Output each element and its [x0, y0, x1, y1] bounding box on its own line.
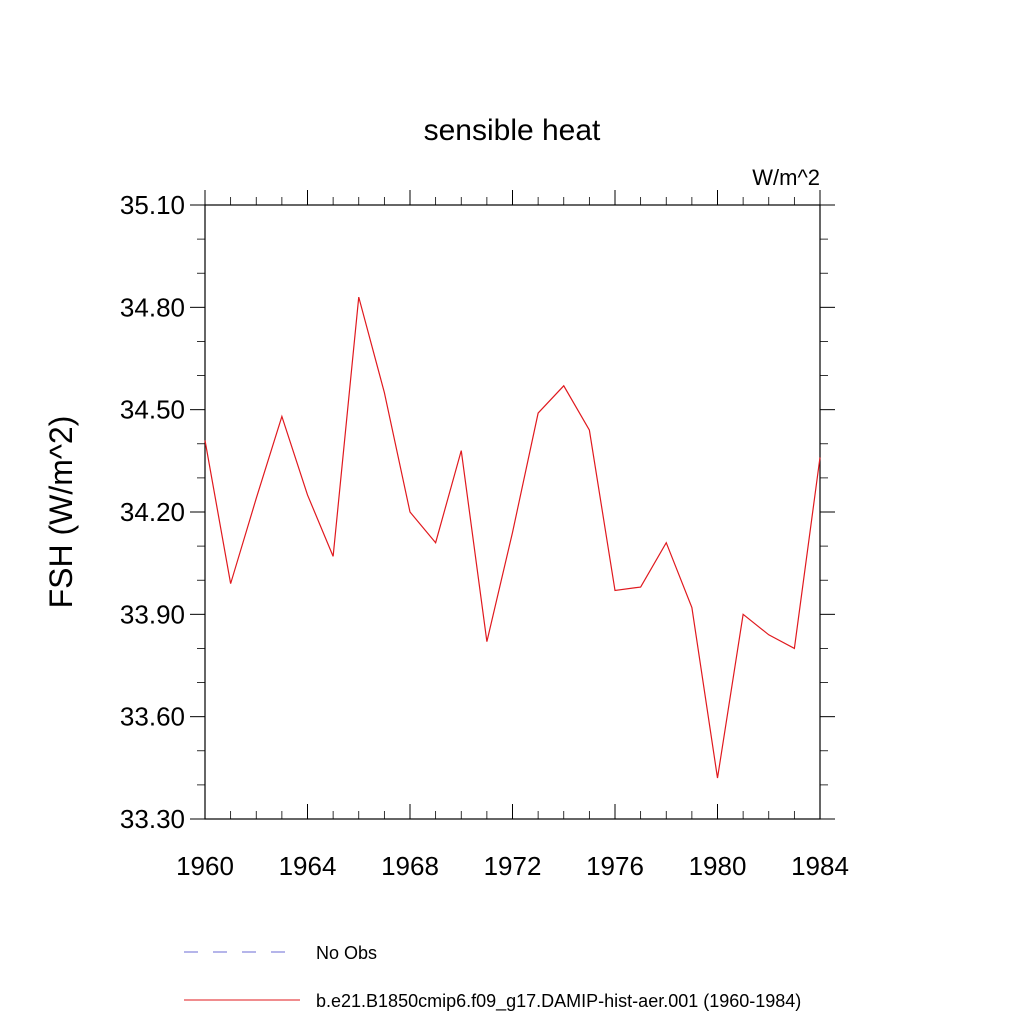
- y-tick-label: 33.30: [120, 804, 185, 834]
- y-tick-label: 34.20: [120, 497, 185, 527]
- y-tick-label: 34.50: [120, 395, 185, 425]
- y-tick-label: 33.90: [120, 599, 185, 629]
- y-tick-label: 33.60: [120, 702, 185, 732]
- series-layer: [204, 296, 821, 779]
- y-tick-label: 35.10: [120, 190, 185, 220]
- axis-tick-labels: 1960 1964 1968 1972 1976 1980 1984 33.30 33.60 33…: [120, 190, 849, 881]
- plot-frame: [204, 204, 821, 820]
- y-tick-label: 34.80: [120, 292, 185, 322]
- x-tick-label: 1968: [381, 851, 439, 881]
- legend-label: b.e21.B1850cmip6.f09_g17.DAMIP-hist-aer.…: [316, 991, 801, 1012]
- axis-ticks: [190, 190, 835, 820]
- legend: No Obs b.e21.B1850cmip6.f09_g17.DAMIP-his…: [184, 943, 801, 1012]
- x-tick-label: 1972: [484, 851, 542, 881]
- x-tick-label: 1984: [791, 851, 849, 881]
- legend-label: No Obs: [316, 943, 377, 963]
- x-tick-label: 1960: [176, 851, 234, 881]
- chart-title: sensible heat: [424, 114, 601, 147]
- x-tick-label: 1980: [689, 851, 747, 881]
- series-line-0: [204, 296, 821, 779]
- x-tick-label: 1976: [586, 851, 644, 881]
- x-tick-label: 1964: [279, 851, 337, 881]
- units-label: W/m^2: [752, 165, 820, 190]
- y-axis-label: FSH (W/m^2): [43, 416, 79, 609]
